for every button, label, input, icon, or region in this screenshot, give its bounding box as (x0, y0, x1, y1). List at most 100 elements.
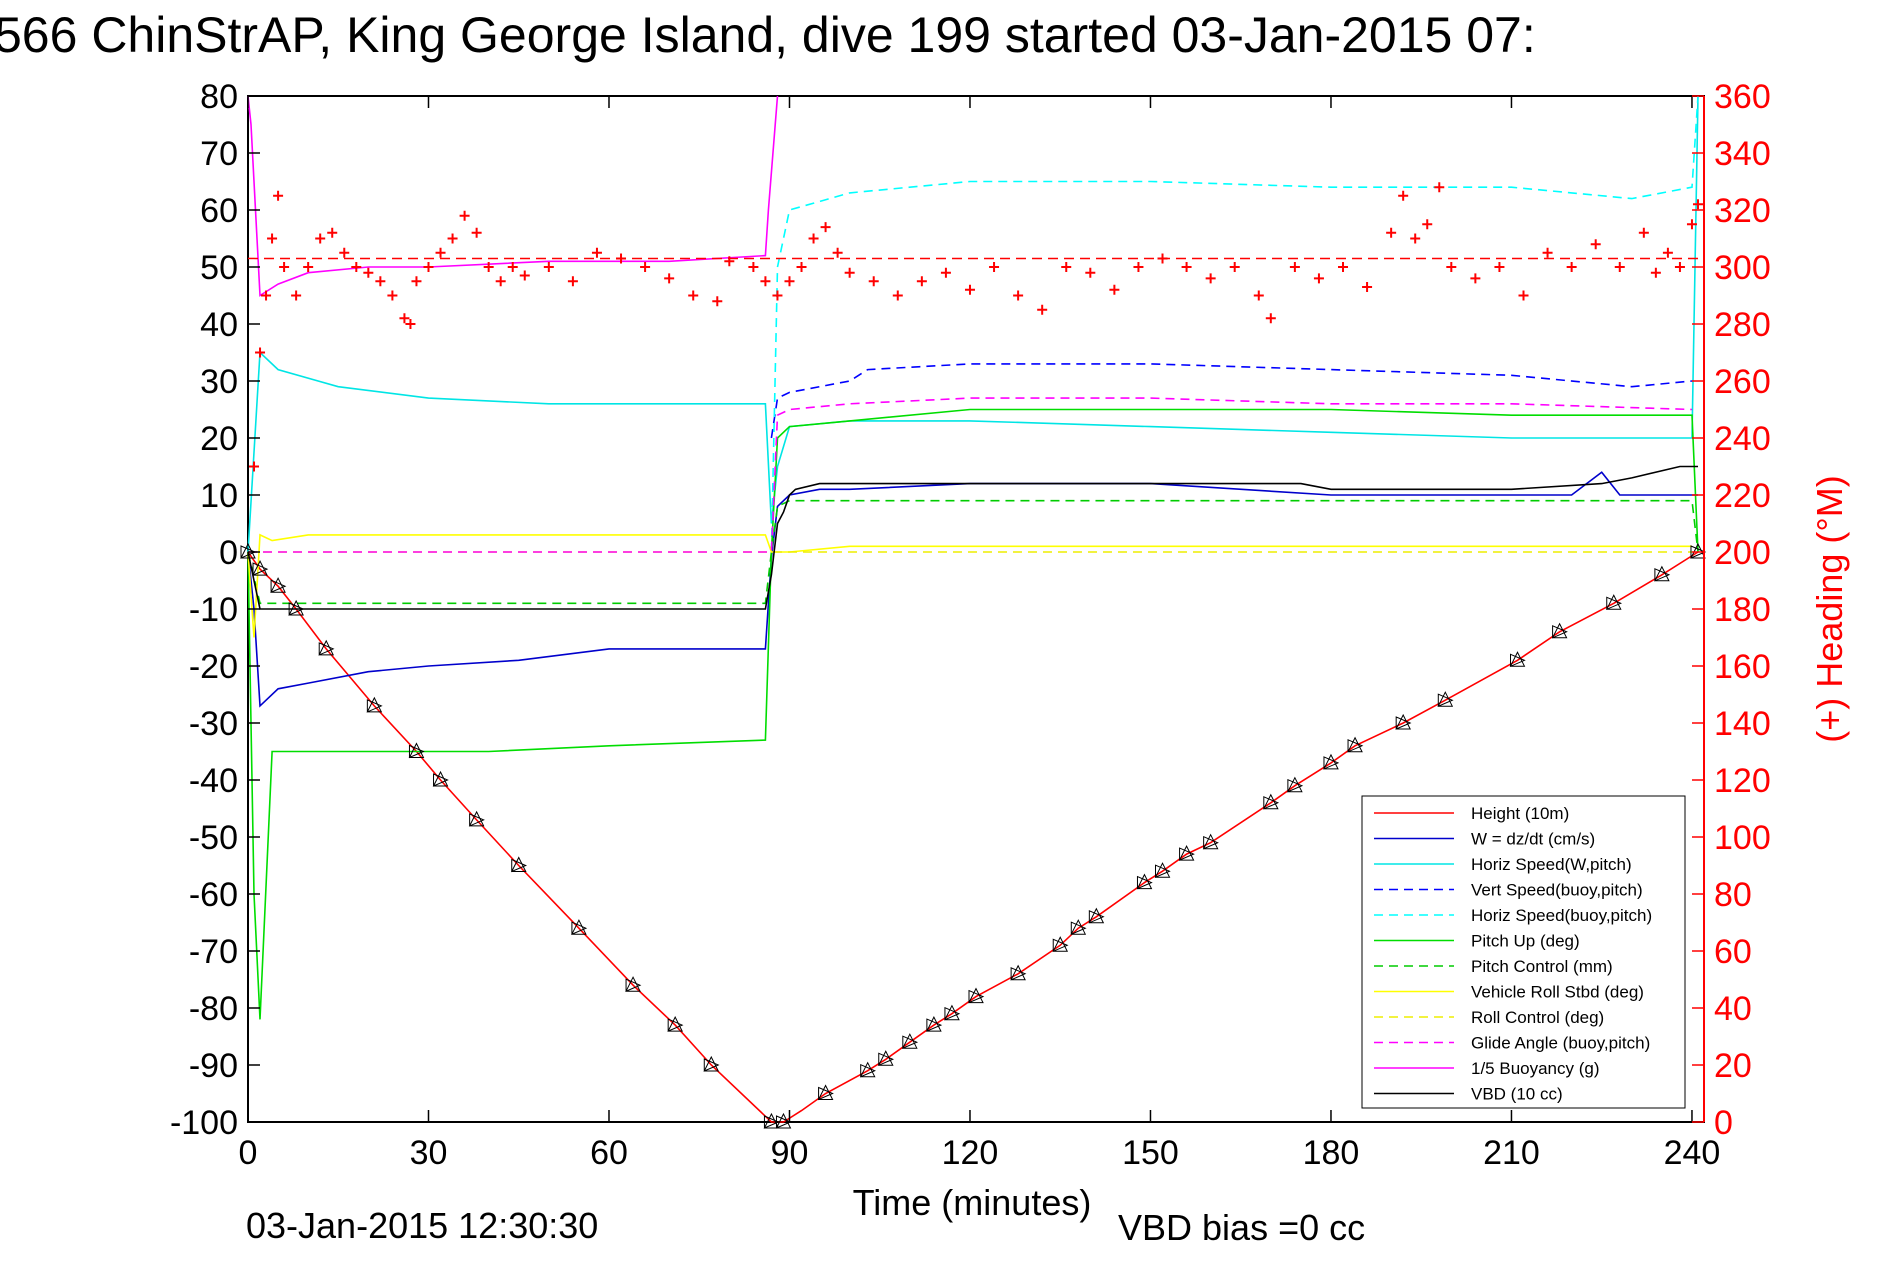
y-tick-label: 60 (200, 192, 238, 230)
heading-point (1109, 284, 1120, 295)
y-tick-label: 20 (200, 420, 238, 458)
heading-point (1398, 190, 1409, 201)
y-axis-right: 3603403203002802602402202001801601401201… (1692, 78, 1771, 1142)
series-line-roll (247, 533, 1692, 638)
height-marker (1154, 862, 1171, 878)
y-tick-label: 70 (200, 135, 238, 173)
heading-point (1338, 262, 1349, 272)
y-right-tick-label: 220 (1714, 477, 1771, 515)
height-marker (763, 1112, 780, 1129)
y-right-tick-label: 160 (1714, 648, 1771, 686)
height-marker (252, 559, 269, 576)
x-tick-label: 120 (942, 1134, 999, 1172)
heading-point (1229, 262, 1240, 272)
y-tick-label: -20 (189, 648, 238, 686)
height-marker (968, 987, 985, 1004)
series-line-w (247, 471, 1698, 708)
marker-layer (240, 542, 1707, 1129)
heading-point (1313, 273, 1324, 284)
height-marker (270, 577, 287, 593)
y-tick-label: -100 (170, 1104, 238, 1142)
height-marker (288, 599, 305, 616)
heading-point (1085, 267, 1096, 278)
x-tick-label: 30 (410, 1134, 448, 1172)
height-marker (1052, 936, 1069, 953)
heading-point (964, 284, 975, 295)
x-tick-label: 90 (771, 1134, 809, 1172)
heading-point (1013, 290, 1024, 301)
heading-point (543, 262, 554, 272)
height-marker (510, 856, 528, 873)
heading-point (1157, 253, 1168, 264)
heading-point (1265, 313, 1276, 324)
heading-point (1362, 281, 1373, 292)
heading-point (772, 290, 783, 301)
chart-title: 566 ChinStrAP, King George Island, dive … (0, 7, 1536, 63)
heading-point (796, 262, 807, 272)
x-axis-label: Time (minutes) (853, 1182, 1092, 1223)
heading-point (1205, 273, 1216, 284)
heading-point (892, 290, 903, 301)
heading-point (567, 276, 578, 287)
height-marker (1088, 907, 1105, 924)
height-marker (703, 1055, 720, 1072)
height-marker (318, 639, 335, 656)
height-marker (571, 919, 588, 935)
height-marker (1202, 833, 1219, 850)
height-marker (1347, 736, 1364, 753)
heading-point (1037, 304, 1048, 315)
heading-point (1410, 233, 1421, 244)
height-marker (1323, 753, 1340, 770)
height-marker (1654, 565, 1671, 582)
heading-point (1289, 262, 1300, 272)
series-line-height (247, 551, 1699, 1123)
series-line-vert_buoy (770, 363, 1693, 439)
height-marker (625, 976, 642, 992)
heading-point (459, 210, 470, 221)
legend-label-height: Height (10m) (1471, 804, 1569, 823)
heading-point (1422, 219, 1433, 230)
x-axis: 0 30 60 90 120 150 180 210 240 (239, 96, 1720, 1172)
heading-point (688, 290, 699, 301)
x-tick-label: 150 (1122, 1134, 1179, 1172)
legend-label-glide: Glide Angle (buoy,pitch) (1471, 1034, 1650, 1053)
heading-point (1566, 262, 1577, 272)
heading-layer (248, 182, 1704, 472)
heading-point (261, 290, 272, 301)
heading-point (399, 313, 410, 324)
heading-point (1518, 290, 1529, 301)
height-marker (902, 1033, 919, 1049)
x-tick-label: 210 (1483, 1134, 1540, 1172)
y-tick-label: 30 (200, 363, 238, 401)
heading-point (507, 262, 518, 272)
heading-point (255, 347, 266, 358)
heading-point (1386, 227, 1397, 238)
height-marker (817, 1084, 834, 1101)
heading-point (1434, 182, 1445, 193)
heading-point (411, 276, 422, 287)
y-right-tick-label: 100 (1714, 819, 1771, 857)
x-tick-label: 0 (239, 1134, 258, 1172)
heading-point (387, 290, 398, 301)
heading-point (339, 247, 350, 258)
legend-label-pitch_up: Pitch Up (deg) (1471, 932, 1580, 951)
vbd-bias-label: VBD bias =0 cc (1118, 1207, 1365, 1248)
y-axis-left: 80 70 60 50 40 30 20 10 0 -10 -20 -30 -40 -50 -60 -70 -8… (170, 78, 260, 1142)
y-right-tick-label: 80 (1714, 876, 1752, 914)
heading-point (267, 233, 278, 244)
legend-label-buoy: 1/5 Buoyancy (g) (1471, 1059, 1600, 1078)
heading-point (1494, 262, 1505, 272)
heading-point (327, 227, 338, 238)
footer-timestamp: 03-Jan-2015 12:30:30 (246, 1205, 598, 1246)
y-axis-right-label: (+) Heading (°M) (1809, 475, 1850, 742)
heading-point (435, 247, 446, 258)
y-tick-label: 10 (200, 477, 238, 515)
y-right-tick-label: 240 (1714, 420, 1771, 458)
heading-point (760, 276, 771, 287)
y-right-tick-label: 360 (1714, 78, 1771, 116)
heading-point (447, 233, 458, 244)
heading-point (495, 276, 506, 287)
heading-point (664, 273, 675, 284)
x-tick-label: 60 (590, 1134, 628, 1172)
heading-point (1470, 273, 1481, 284)
